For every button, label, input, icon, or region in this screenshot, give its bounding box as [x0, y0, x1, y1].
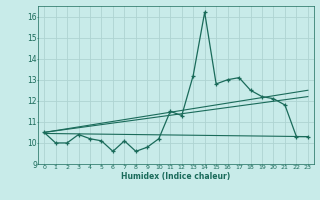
- X-axis label: Humidex (Indice chaleur): Humidex (Indice chaleur): [121, 172, 231, 181]
